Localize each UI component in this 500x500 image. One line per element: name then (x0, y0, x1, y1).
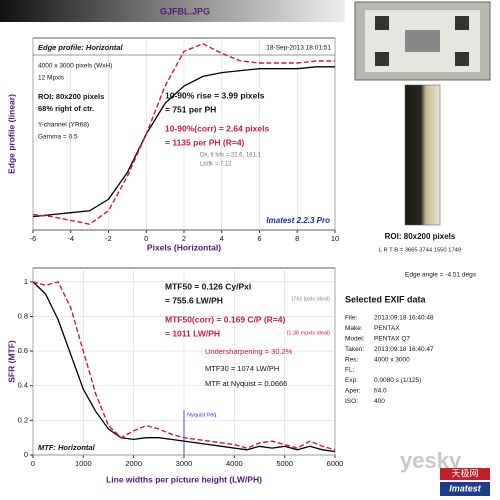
exif-key: Model: (345, 336, 365, 343)
exif-value: 2013:09:18 16:40:48 (374, 315, 434, 322)
chart-title: Edge profile: Horizontal (38, 43, 124, 52)
x-tick-label: -2 (105, 234, 112, 243)
logo: Imatest (449, 483, 482, 493)
y-axis-label: SFR (MTF) (6, 340, 16, 383)
series-line (32, 66, 335, 218)
annotation: 68% right of ctr. (38, 104, 94, 113)
y-tick-label: 0.2 (18, 415, 28, 424)
x-tick-label: 2000 (125, 459, 142, 468)
x-tick-label: 0 (31, 459, 35, 468)
annotation: Imatest 2.2.3 Pro (266, 216, 330, 225)
annotation: 12 Mpxls (38, 75, 65, 82)
annotation: MTF50(corr) = 0.169 C/P (R=4) (165, 314, 285, 324)
exif-value: 0.0080 s (1/125) (374, 377, 421, 384)
exif-key: Taken: (345, 346, 364, 353)
exif-key: File: (345, 315, 357, 322)
x-tick-label: 5000 (276, 459, 293, 468)
annotation: = 755.6 LW/PH (165, 295, 223, 305)
logo-box (440, 482, 490, 496)
exif-value: f/4.0 (374, 388, 387, 395)
y-tick-label: 0 (24, 450, 28, 459)
y-axis-label: Edge profile (linear) (6, 94, 16, 174)
y-tick-label: 0.6 (18, 346, 28, 355)
x-tick-label: 4 (220, 234, 224, 243)
exif-key: Res: (345, 356, 359, 363)
annotation: Y-channel (YR68) (38, 122, 89, 129)
thumbnail-square (375, 16, 389, 30)
thumbnail-square (455, 52, 469, 66)
series-line (32, 281, 336, 453)
x-tick-label: 1000 (75, 459, 92, 468)
annotation: (1.36 mpxls ideal) (287, 330, 331, 336)
annotation: MTF at Nyquist = 0.0666 (205, 379, 287, 388)
exif-value: PENTAX (374, 325, 400, 332)
x-tick-label: 4000 (226, 459, 243, 468)
annotation: = 1135 per PH (R=4) (165, 137, 245, 147)
title-bar (0, 0, 345, 22)
exif-key: ISO: (345, 398, 358, 405)
x-tick-label: -6 (30, 234, 37, 243)
annotation: Dk, lt lvls = 22.6, 161.1 (200, 153, 262, 159)
x-tick-label: 3000 (176, 459, 193, 468)
logo-box (440, 468, 490, 480)
exif-value: 4000 x 3000 (374, 356, 410, 363)
x-tick-label: -4 (67, 234, 74, 243)
exif-key: Aper: (345, 388, 361, 395)
thumbnail-square (455, 16, 469, 30)
x-tick-label: 2 (182, 234, 186, 243)
x-tick-label: 8 (295, 234, 299, 243)
exif-key: Make: (345, 325, 363, 332)
exif-title: Selected EXIF data (345, 294, 427, 304)
annotation: MTF30 = 1074 LW/PH (205, 364, 279, 373)
annotation: 10-90%(corr) = 2.64 pixels (165, 123, 269, 133)
series-line (32, 281, 336, 451)
roi-title: ROI: 80x200 pixels (385, 232, 456, 241)
series-line (32, 43, 335, 225)
chart-title: MTF: Horizontal (38, 443, 96, 452)
file-name: GJFBL.JPG (160, 6, 210, 16)
x-tick-label: 6000 (327, 459, 344, 468)
thumbnail-center (405, 30, 440, 52)
thumbnail-square (375, 52, 389, 66)
y-tick-label: 1 (24, 277, 28, 286)
exif-value: PENTAX Q7 (374, 336, 410, 343)
x-axis-label: Line widths per picture height (LW/PH) (106, 474, 262, 484)
exif-value: 2013:09:18 16:40:47 (374, 346, 434, 353)
chart-subtitle: 18-Sep-2013 18:01:51 (266, 45, 331, 52)
annotation: (761 lpxls ideal) (291, 296, 330, 302)
nyquist-label: Nyquist freq. (187, 412, 218, 418)
annotation: MTF50 = 0.126 Cy/Pxl (165, 281, 251, 291)
roi-coords: L R T B = 3665 3744 1550 1749 (379, 248, 461, 254)
annotation: = 1011 LW/PH (165, 328, 220, 338)
annotation: = 751 per PH (165, 104, 216, 114)
exif-key: Exp: (345, 377, 358, 384)
edge-angle: Edge angle = -4.51 degs (405, 272, 477, 279)
x-tick-label: 10 (331, 234, 339, 243)
y-tick-label: 0.8 (18, 311, 28, 320)
roi-image (404, 84, 441, 226)
exif-key: FL: (345, 367, 355, 374)
annotation: Gamma = 0.5 (38, 134, 78, 141)
y-tick-label: 0.4 (18, 381, 28, 390)
x-tick-label: 0 (144, 234, 148, 243)
annotation: Lt/dk = 7.12 (200, 162, 232, 168)
annotation: ROI: 80x200 pixels (38, 92, 104, 101)
exif-value: 400 (374, 398, 385, 405)
annotation: Undersharpening = 30.2% (205, 347, 293, 356)
annotation: 10-90% rise = 3.99 pixels (165, 90, 265, 100)
x-tick-label: 6 (257, 234, 261, 243)
x-axis-label: Pixels (Horizontal) (147, 242, 221, 252)
annotation: 4000 x 3000 pixels (WxH) (38, 63, 112, 70)
logo: 天极网 (451, 467, 478, 478)
